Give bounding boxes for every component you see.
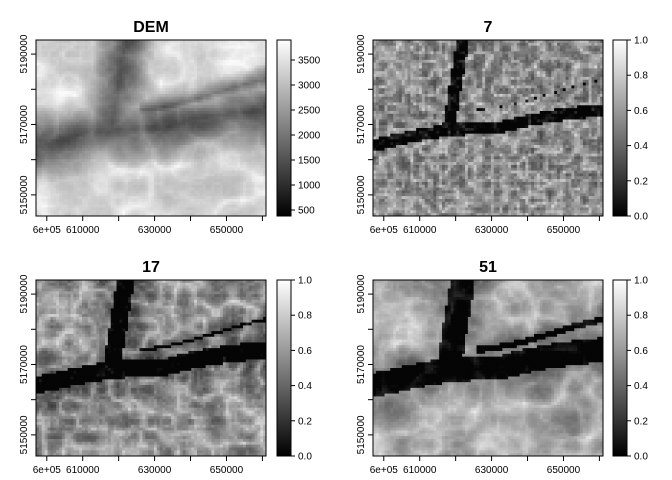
colorbar-label: 3500 — [298, 56, 321, 67]
y-tick-label: 5150000 — [356, 175, 367, 214]
x-tick-label: 650000 — [210, 465, 244, 476]
plot-frame — [35, 279, 267, 457]
colorbar-label: 0.0 — [634, 452, 648, 463]
colorbar-label: 1500 — [298, 156, 321, 167]
colorbar-label: 500 — [298, 206, 315, 217]
y-tick-label: 5190000 — [356, 34, 367, 73]
panel-title: 17 — [142, 259, 160, 276]
panel-3: 17 6e+05 610000 630000 650000 5150000 5170000 5… — [19, 259, 312, 476]
x-tick-label: 6e+05 — [33, 465, 62, 476]
x-tick-label: 610000 — [66, 225, 100, 236]
y-tick-label: 5150000 — [356, 415, 367, 454]
colorbar-label: 0.8 — [634, 311, 648, 322]
x-tick-label: 6e+05 — [370, 465, 399, 476]
colorbar-label: 0.2 — [634, 416, 648, 427]
x-tick-label: 650000 — [547, 225, 581, 236]
plot-frame — [372, 39, 604, 217]
colorbar-label: 0.6 — [634, 346, 648, 357]
colorbar-label: 2000 — [298, 131, 321, 142]
colorbar-label: 1000 — [298, 181, 321, 192]
x-tick-label: 610000 — [403, 465, 437, 476]
x-tick-label: 610000 — [66, 465, 100, 476]
panel-1: DEM 6e+05 610000 630000 650000 5150000 5170000… — [19, 19, 321, 236]
y-tick-label: 5150000 — [19, 415, 30, 454]
colorbar — [612, 279, 628, 457]
panel-title: DEM — [133, 19, 169, 36]
panel-title: 7 — [484, 19, 493, 36]
colorbar-label: 0.0 — [298, 452, 312, 463]
x-tick-label: 650000 — [547, 465, 581, 476]
colorbar-label: 1.0 — [298, 276, 312, 287]
x-tick-label: 630000 — [475, 465, 509, 476]
panel-4: 51 6e+05 610000 630000 650000 5150000 5170000 5… — [356, 259, 648, 476]
colorbar — [276, 279, 292, 457]
raster-image — [373, 40, 603, 216]
colorbar-label: 0.0 — [634, 212, 648, 223]
colorbar-label: 0.8 — [634, 71, 648, 82]
x-tick-label: 630000 — [138, 465, 172, 476]
colorbar-label: 0.8 — [298, 311, 312, 322]
colorbar-label: 0.2 — [634, 176, 648, 187]
plot-frame — [372, 279, 604, 457]
colorbar-label: 1.0 — [634, 276, 648, 287]
y-tick-label: 5190000 — [19, 34, 30, 73]
x-tick-label: 630000 — [475, 225, 509, 236]
colorbar-label: 0.4 — [298, 381, 312, 392]
x-tick-label: 650000 — [210, 225, 244, 236]
colorbar-label: 0.6 — [634, 106, 648, 117]
x-tick-label: 630000 — [138, 225, 172, 236]
y-tick-label: 5170000 — [356, 345, 367, 384]
raster-image — [36, 40, 266, 216]
colorbar-label: 0.6 — [298, 346, 312, 357]
x-tick-label: 6e+05 — [370, 225, 399, 236]
panel-title: 51 — [479, 259, 497, 276]
colorbar-label: 1.0 — [634, 36, 648, 47]
y-tick-label: 5170000 — [356, 105, 367, 144]
y-tick-label: 5170000 — [19, 345, 30, 384]
y-tick-label: 5170000 — [19, 105, 30, 144]
colorbar — [276, 39, 292, 217]
plot-frame — [35, 39, 267, 217]
colorbar — [612, 39, 628, 217]
raster-image — [373, 280, 603, 456]
colorbar-label: 0.2 — [298, 416, 312, 427]
y-tick-label: 5190000 — [19, 274, 30, 313]
colorbar-label: 0.4 — [634, 381, 648, 392]
colorbar-label: 3000 — [298, 81, 321, 92]
x-tick-label: 6e+05 — [33, 225, 62, 236]
raster-image — [36, 280, 266, 456]
colorbar-label: 2500 — [298, 106, 321, 117]
y-tick-label: 5150000 — [19, 175, 30, 214]
colorbar-label: 0.4 — [634, 141, 648, 152]
y-tick-label: 5190000 — [356, 274, 367, 313]
panel-2: 7 6e+05 610000 630000 650000 5150000 5170000 51… — [356, 19, 648, 236]
x-tick-label: 610000 — [403, 225, 437, 236]
